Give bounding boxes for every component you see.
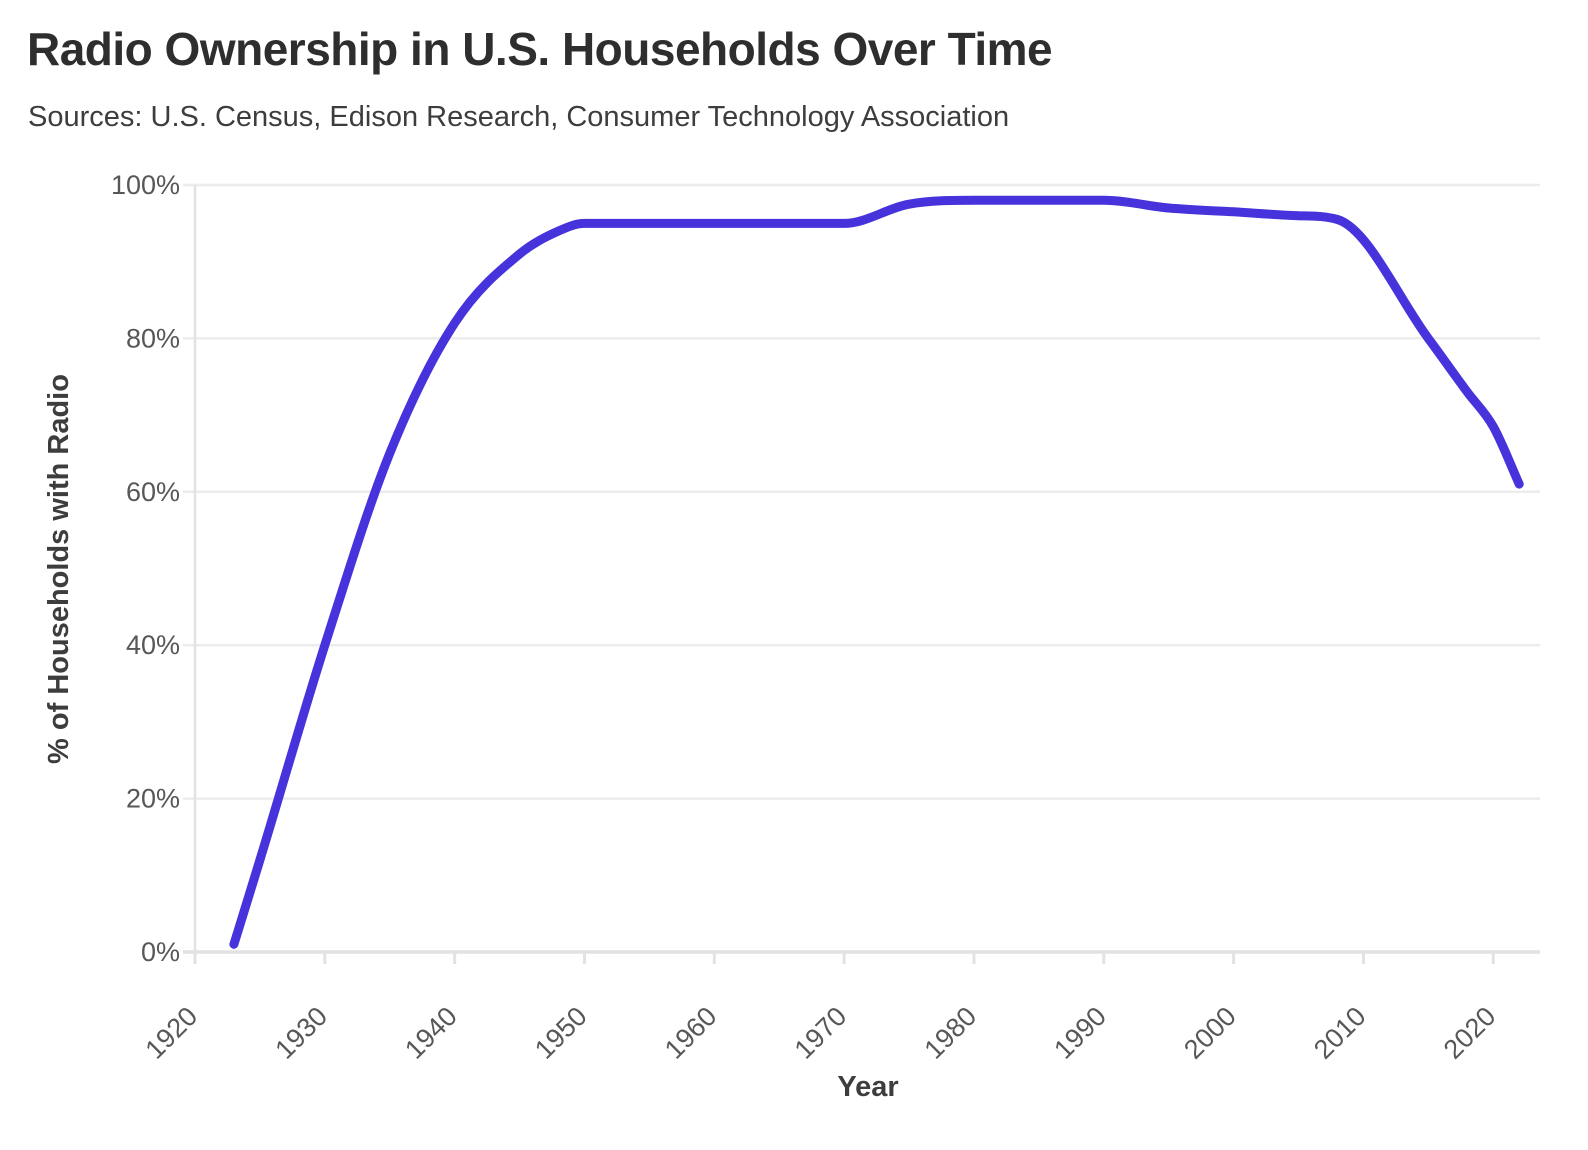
x-tick-label: 1980: [919, 1001, 983, 1065]
x-tick-label: 1920: [140, 1001, 204, 1065]
axis-tick-labels: 0% 20% 40% 60% 80% 100% 1920 1930 1940 1950 1960 19…: [111, 170, 1502, 1065]
x-tick-label: 1940: [399, 1001, 463, 1065]
x-tick-label: 1960: [659, 1001, 723, 1065]
y-tick-label: 100%: [111, 170, 180, 200]
y-axis-title: % of Households with Radio: [43, 374, 75, 764]
x-tick-label: 1970: [789, 1001, 853, 1065]
y-tick-label: 60%: [126, 477, 180, 507]
y-tick-label: 20%: [126, 784, 180, 814]
x-tick-label: 1950: [529, 1001, 593, 1065]
x-axis-title: Year: [837, 1071, 898, 1103]
y-tick-label: 40%: [126, 630, 180, 660]
chart-title: Radio Ownership in U.S. Households Over …: [27, 23, 1053, 75]
y-tick-label: 80%: [126, 323, 180, 353]
axes: [193, 185, 1495, 964]
y-tick-label: 0%: [141, 937, 180, 967]
x-tick-label: 1930: [269, 1001, 333, 1065]
x-tick-label: 1990: [1048, 1001, 1112, 1065]
chart-subtitle: Sources: U.S. Census, Edison Research, C…: [28, 101, 1010, 133]
x-tick-label: 2020: [1438, 1001, 1502, 1065]
gridlines: [183, 183, 1540, 954]
x-tick-label: 2000: [1178, 1001, 1242, 1065]
radio-ownership-line: [229, 195, 1524, 949]
x-tick-label: 2010: [1308, 1001, 1372, 1065]
